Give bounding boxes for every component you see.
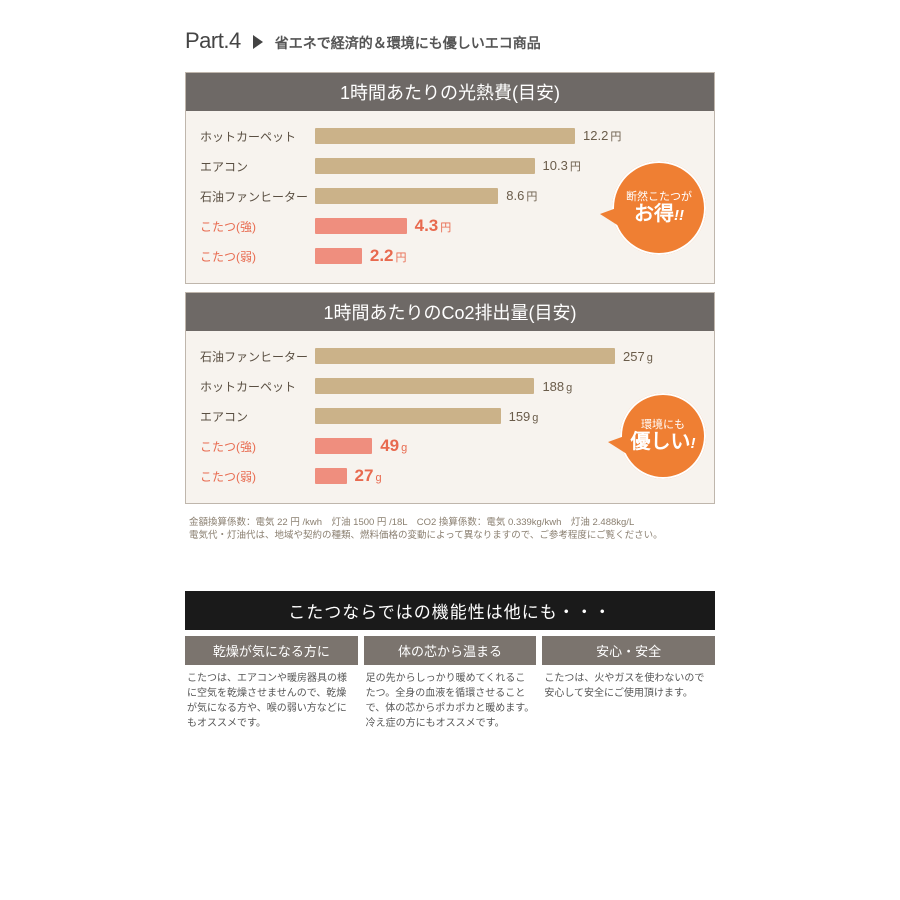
row-label: こたつ(強) <box>200 218 315 235</box>
bar-value: 12.2円 <box>583 128 621 144</box>
row-label: こたつ(弱) <box>200 248 315 265</box>
cost-chart-title: 1時間あたりの光熱費(目安) <box>186 73 714 111</box>
page: Part.4 省エネで経済的＆環境にも優しいエコ商品 1時間あたりの光熱費(目安… <box>185 28 715 731</box>
badge-tail-icon <box>608 434 630 456</box>
chart-row: こたつ(弱) 2.2円 <box>200 241 700 271</box>
triangle-icon <box>253 35 263 49</box>
features-section: こたつならではの機能性は他にも・・・ 乾燥が気になる方にこたつは、エアコンや暖房… <box>185 591 715 731</box>
bar-value: 4.3円 <box>415 216 452 236</box>
part-subtitle: 省エネで経済的＆環境にも優しいエコ商品 <box>275 33 541 53</box>
row-label: 石油ファンヒーター <box>200 188 315 205</box>
part-header: Part.4 省エネで経済的＆環境にも優しいエコ商品 <box>185 28 715 54</box>
bar-value: 188g <box>542 379 572 394</box>
feature-heading: 安心・安全 <box>542 636 715 665</box>
bar <box>315 158 535 174</box>
co2-chart-title: 1時間あたりのCo2排出量(目安) <box>186 293 714 331</box>
feature-heading: 乾燥が気になる方に <box>185 636 358 665</box>
row-label: 石油ファンヒーター <box>200 348 315 365</box>
badge-mark: ! <box>691 435 696 452</box>
badge-line1: 環境にも <box>620 419 706 431</box>
feature-column: 安心・安全こたつは、火やガスを使わないので安心して安全にご使用頂けます。 <box>542 636 715 731</box>
feature-column: 体の芯から温まる足の先からしっかり暖めてくれるこたつ。全身の血液を循環させること… <box>364 636 537 731</box>
bar-wrap: 257g <box>315 347 700 365</box>
badge-line1: 断然こたつが <box>612 191 706 203</box>
row-label: エアコン <box>200 408 315 425</box>
feature-column: 乾燥が気になる方にこたつは、エアコンや暖房器具の様に空気を乾燥させませんので、乾… <box>185 636 358 731</box>
co2-chart-panel: 1時間あたりのCo2排出量(目安) 石油ファンヒーター 257g ホットカーペット 1… <box>185 292 715 504</box>
bar-value: 257g <box>623 349 653 364</box>
bar <box>315 248 362 264</box>
badge-line2: お得 <box>634 203 674 225</box>
badge-tail-icon <box>600 206 622 228</box>
feature-body: 足の先からしっかり暖めてくれるこたつ。全身の血液を循環させることで、体の芯からポ… <box>364 665 537 731</box>
bar-value: 49g <box>380 436 407 456</box>
chart-row: ホットカーペット 12.2円 <box>200 121 700 151</box>
bar <box>315 378 534 394</box>
features-title: こたつならではの機能性は他にも・・・ <box>185 591 715 630</box>
chart-row: 石油ファンヒーター 257g <box>200 341 700 371</box>
bar <box>315 188 498 204</box>
bar <box>315 218 407 234</box>
row-label: こたつ(強) <box>200 438 315 455</box>
bar <box>315 348 615 364</box>
footnote: 金額換算係数：電気 22 円 /kwh 灯油 1500 円 /18L CO2 換… <box>185 512 715 551</box>
row-label: こたつ(弱) <box>200 468 315 485</box>
bar <box>315 468 347 484</box>
bar-value: 27g <box>355 466 382 486</box>
bar-value: 10.3円 <box>543 158 581 174</box>
bar <box>315 438 372 454</box>
bar-value: 8.6円 <box>506 188 537 204</box>
cost-badge: 断然こたつが お得!! <box>612 161 706 255</box>
feature-heading: 体の芯から温まる <box>364 636 537 665</box>
feature-body: こたつは、火やガスを使わないので安心して安全にご使用頂けます。 <box>542 665 715 701</box>
bar-wrap: 188g <box>315 377 700 395</box>
chart-row: ホットカーペット 188g <box>200 371 700 401</box>
bar-wrap: 12.2円 <box>315 127 700 145</box>
co2-badge: 環境にも 優しい! <box>620 393 706 479</box>
features-columns: 乾燥が気になる方にこたつは、エアコンや暖房器具の様に空気を乾燥させませんので、乾… <box>185 636 715 731</box>
chart-row: こたつ(弱) 27g <box>200 461 700 491</box>
part-label: Part.4 <box>185 28 241 54</box>
row-label: ホットカーペット <box>200 378 315 395</box>
cost-chart-panel: 1時間あたりの光熱費(目安) ホットカーペット 12.2円エアコン 10.3円石油フ… <box>185 72 715 284</box>
badge-line2: 優しい <box>631 431 691 453</box>
row-label: ホットカーペット <box>200 128 315 145</box>
bar-value: 159g <box>509 409 539 424</box>
badge-mark: !! <box>674 207 684 224</box>
row-label: エアコン <box>200 158 315 175</box>
feature-body: こたつは、エアコンや暖房器具の様に空気を乾燥させませんので、乾燥が気になる方や、… <box>185 665 358 731</box>
bar <box>315 128 575 144</box>
bar <box>315 408 501 424</box>
bar-value: 2.2円 <box>370 246 407 266</box>
